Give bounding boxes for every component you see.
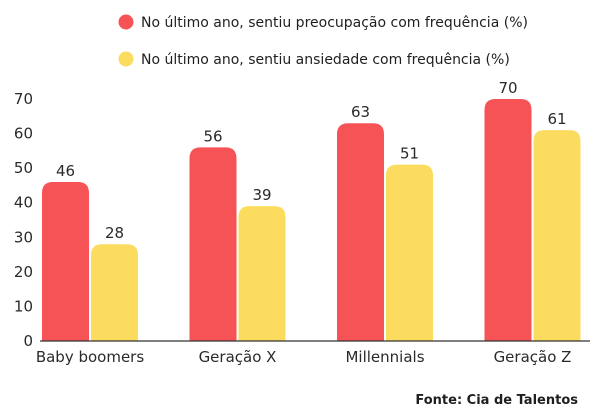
y-axis: 0 10 20 30 40 50 60 70 (14, 90, 33, 350)
bar-gera-o-x-series-1 (238, 206, 286, 341)
bar-millennials-series-1 (386, 164, 433, 341)
value-label: 56 (203, 127, 222, 145)
legend: No último ano, sentiu preocupação com fr… (118, 14, 528, 68)
bars (42, 99, 581, 341)
bar-millennials-series-0 (337, 123, 384, 341)
legend-label-1: No último ano, sentiu ansiedade com freq… (141, 52, 510, 68)
value-label: 28 (105, 224, 124, 242)
y-tick-label: 10 (14, 297, 33, 315)
bar-gera-o-z-series-0 (484, 99, 532, 341)
value-label: 39 (252, 186, 271, 204)
value-label: 61 (547, 110, 566, 128)
y-tick-label: 20 (14, 263, 33, 281)
x-category-label: Geração Z (494, 348, 572, 366)
x-category-label: Baby boomers (36, 348, 145, 366)
y-tick-label: 50 (14, 159, 33, 177)
bar-gera-o-z-series-1 (533, 130, 581, 341)
x-category-label: Geração X (199, 348, 277, 366)
y-tick-label: 40 (14, 194, 33, 212)
legend-swatch-1 (118, 51, 134, 67)
y-tick-label: 30 (14, 228, 33, 246)
bar-baby-boomers-series-1 (91, 244, 138, 341)
source-note: Fonte: Cia de Talentos (415, 393, 578, 408)
y-tick-label: 60 (14, 125, 33, 143)
x-category-label: Millennials (345, 348, 424, 366)
value-label: 70 (498, 79, 517, 97)
value-label: 46 (56, 162, 75, 180)
bar-gera-o-x-series-0 (189, 147, 237, 341)
y-tick-label: 0 (23, 332, 33, 350)
x-axis: Baby boomers Geração X Millennials Geração … (36, 348, 572, 366)
value-label: 63 (351, 103, 370, 121)
y-tick-label: 70 (14, 90, 33, 108)
legend-swatch-0 (118, 14, 134, 30)
bar-baby-boomers-series-0 (42, 181, 89, 341)
legend-label-0: No último ano, sentiu preocupação com fr… (141, 15, 528, 31)
value-label: 51 (400, 145, 419, 163)
value-labels: 46 28 56 39 63 51 70 61 (56, 79, 567, 242)
